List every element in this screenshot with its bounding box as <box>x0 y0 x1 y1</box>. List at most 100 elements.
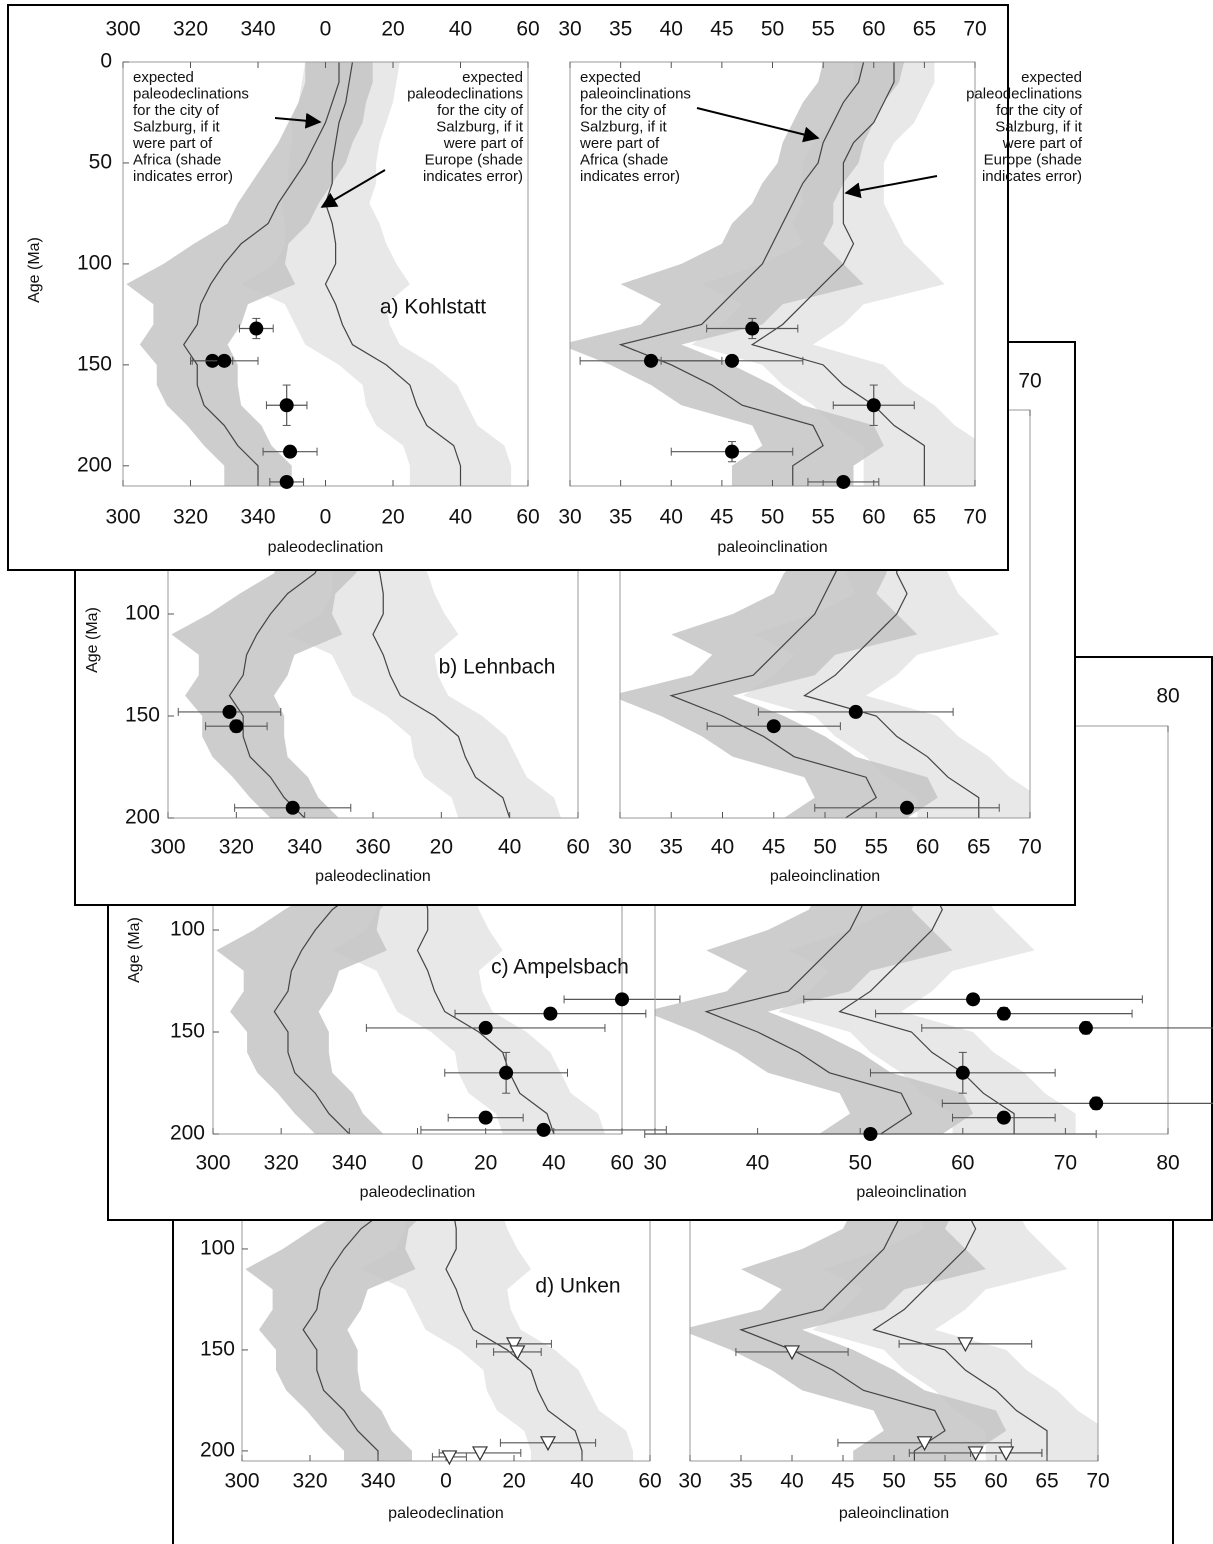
data-point <box>441 1450 458 1466</box>
x-tick-label: 30 <box>678 1470 701 1493</box>
x-tick-label: 300 <box>150 836 185 859</box>
x-tick-label: 300 <box>224 1470 259 1493</box>
x-tick-label: 35 <box>609 506 632 529</box>
x-tick-label: 65 <box>1035 1470 1058 1493</box>
data-point <box>615 992 629 1007</box>
data-point <box>1078 1020 1093 1035</box>
plot-area <box>570 62 975 486</box>
x-axis-label: paleodeclination <box>268 539 384 556</box>
x-tick-label: 60 <box>638 1470 661 1493</box>
data-point <box>996 1110 1011 1125</box>
x-tick-label: 45 <box>710 18 733 41</box>
annotation-arrow <box>844 175 938 199</box>
annotation: were part of <box>443 135 524 152</box>
y-tick-label: 150 <box>77 352 112 375</box>
x-tick-label: 0 <box>320 506 332 529</box>
x-tick-label: 30 <box>558 506 581 529</box>
x-tick-label: 50 <box>882 1470 905 1493</box>
x-tick-label: 60 <box>516 18 539 41</box>
x-tick-label: 70 <box>963 506 986 529</box>
annotation: paleodeclinations <box>407 85 523 102</box>
annotation: Africa (shade <box>580 151 668 168</box>
x-tick-label: 70 <box>1086 1470 1109 1493</box>
x-tick-label: 80 <box>1156 685 1179 708</box>
annotation: indicates error) <box>580 168 680 185</box>
x-tick-label: 20 <box>474 1152 497 1175</box>
annotation: Europe (shade <box>425 151 523 168</box>
x-tick-label: 300 <box>195 1152 230 1175</box>
x-tick-label: 50 <box>813 836 836 859</box>
x-axis-label: paleoinclination <box>717 539 827 556</box>
annotation: indicates error) <box>133 168 233 185</box>
annotation: Salzburg, if it <box>995 118 1083 135</box>
annotation: for the city of <box>133 102 220 119</box>
x-tick-label: 0 <box>440 1470 452 1493</box>
data-point <box>279 474 294 489</box>
panel-title: a) Kohlstatt <box>380 296 486 319</box>
x-tick-label: 340 <box>240 18 275 41</box>
x-tick-label: 50 <box>761 18 784 41</box>
data-point <box>783 1345 801 1361</box>
x-tick-label: 40 <box>746 1152 769 1175</box>
data-point <box>966 992 981 1007</box>
data-point <box>866 398 881 413</box>
data-point <box>848 704 863 719</box>
data-point <box>836 474 851 489</box>
x-tick-label: 60 <box>862 506 885 529</box>
x-axis-label: paleodeclination <box>388 1505 504 1522</box>
data-point <box>509 1345 526 1361</box>
x-tick-label: 340 <box>287 836 322 859</box>
annotation: were part of <box>1002 135 1083 152</box>
data-point <box>285 800 300 815</box>
x-tick-label: 50 <box>849 1152 872 1175</box>
x-tick-label: 0 <box>320 18 332 41</box>
data-point <box>478 1020 493 1035</box>
annotation: expected <box>133 69 194 86</box>
x-tick-label: 65 <box>913 18 936 41</box>
annotation: paleodeclinations <box>133 85 249 102</box>
data-point <box>766 719 781 734</box>
annotation: indicates error) <box>423 168 523 185</box>
x-tick-label: 40 <box>570 1470 593 1493</box>
data-point <box>955 1065 970 1080</box>
x-tick-label: 65 <box>967 836 990 859</box>
annotation: were part of <box>579 135 660 152</box>
x-tick-label: 70 <box>1018 370 1041 393</box>
plot-area <box>126 62 512 486</box>
x-tick-label: 35 <box>660 836 683 859</box>
x-tick-label: 320 <box>264 1152 299 1175</box>
x-tick-label: 70 <box>1054 1152 1077 1175</box>
annotation-arrow <box>696 107 820 143</box>
x-tick-label: 45 <box>710 506 733 529</box>
mean-line <box>618 62 865 486</box>
y-tick-label: 150 <box>200 1337 235 1360</box>
x-tick-label: 360 <box>355 836 390 859</box>
annotation: indicates error) <box>982 168 1082 185</box>
x-tick-label: 40 <box>498 836 521 859</box>
x-tick-label: 300 <box>105 18 140 41</box>
x-tick-label: 320 <box>292 1470 327 1493</box>
data-point <box>863 1127 878 1141</box>
data-point <box>471 1446 489 1462</box>
x-tick-label: 300 <box>105 506 140 529</box>
y-axis-label: Age (Ma) <box>126 917 143 983</box>
x-tick-label: 45 <box>831 1470 854 1493</box>
annotation-arrow <box>274 112 322 129</box>
y-tick-label: 100 <box>77 251 112 274</box>
data-point <box>998 1446 1015 1462</box>
y-tick-label: 100 <box>125 602 160 625</box>
annotation: Salzburg, if it <box>133 118 221 135</box>
data-point <box>644 353 658 368</box>
x-tick-label: 65 <box>913 506 936 529</box>
x-tick-label: 35 <box>729 1470 752 1493</box>
annotation: expected <box>462 69 523 86</box>
error-band <box>126 62 373 486</box>
x-tick-label: 55 <box>933 1470 956 1493</box>
x-tick-label: 320 <box>173 506 208 529</box>
data-point <box>505 1337 523 1353</box>
x-tick-label: 60 <box>516 506 539 529</box>
x-tick-label: 40 <box>449 18 472 41</box>
x-tick-label: 60 <box>862 18 885 41</box>
annotation: Salzburg, if it <box>580 118 668 135</box>
